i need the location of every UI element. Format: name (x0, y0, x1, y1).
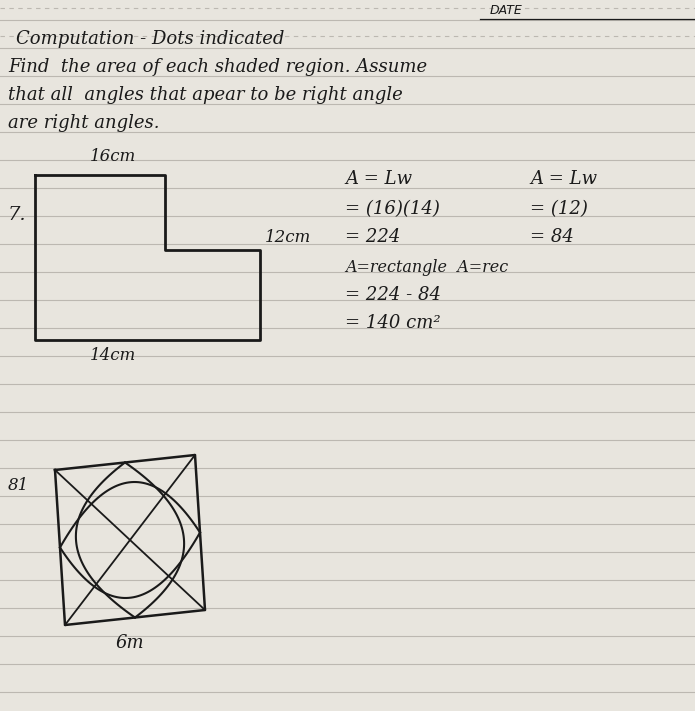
Text: DATE: DATE (490, 4, 523, 17)
Text: that all  angles that apear to be right angle: that all angles that apear to be right a… (8, 86, 402, 104)
Text: = 140 cm²: = 140 cm² (345, 314, 441, 332)
Text: Computation - Dots indicated: Computation - Dots indicated (16, 30, 284, 48)
Text: = (16)(14): = (16)(14) (345, 200, 440, 218)
Text: Find  the area of each shaded region. Assume: Find the area of each shaded region. Ass… (8, 58, 427, 76)
Text: 6m: 6m (115, 634, 144, 652)
Text: 12cm: 12cm (265, 229, 311, 246)
Text: A = Lw: A = Lw (345, 170, 412, 188)
Text: = (12): = (12) (530, 200, 588, 218)
Text: 7.: 7. (8, 206, 26, 224)
Text: A = Lw: A = Lw (530, 170, 597, 188)
Text: = 224 - 84: = 224 - 84 (345, 286, 441, 304)
Text: = 84: = 84 (530, 228, 574, 246)
Text: are right angles.: are right angles. (8, 114, 159, 132)
Text: 16cm: 16cm (90, 148, 136, 165)
Text: 14cm: 14cm (90, 347, 136, 364)
Text: A=rectangle  A=rec: A=rectangle A=rec (345, 259, 508, 276)
Text: = 224: = 224 (345, 228, 400, 246)
Text: 81: 81 (8, 477, 29, 494)
